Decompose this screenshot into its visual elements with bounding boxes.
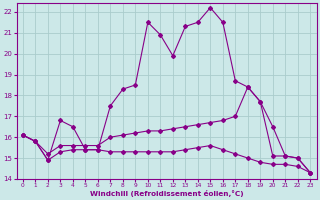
- X-axis label: Windchill (Refroidissement éolien,°C): Windchill (Refroidissement éolien,°C): [90, 190, 244, 197]
